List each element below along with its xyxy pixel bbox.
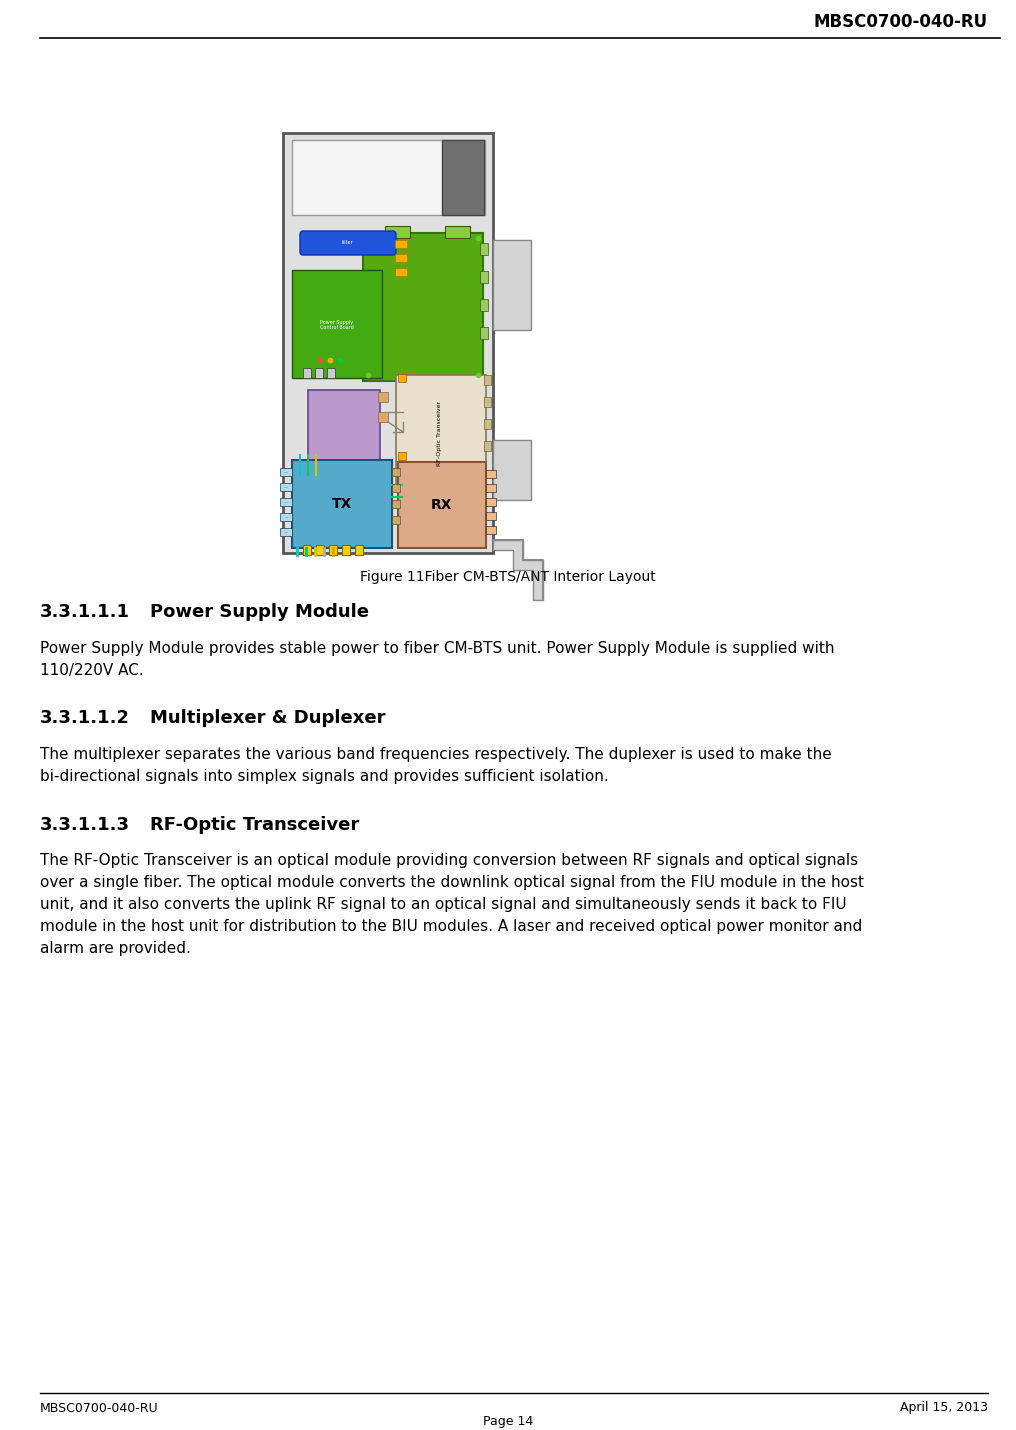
Bar [385, 226, 410, 237]
Bar [292, 270, 382, 378]
Text: bi-directional signals into simplex signals and provides sufficient isolation.: bi-directional signals into simplex sign… [40, 768, 609, 784]
Text: RX: RX [431, 498, 453, 512]
Text: 3.3.1.1.1: 3.3.1.1.1 [40, 603, 130, 621]
Bar [378, 412, 388, 422]
Bar [283, 133, 493, 553]
Text: 3.3.1.1.2: 3.3.1.1.2 [40, 709, 130, 726]
Bar [280, 513, 292, 521]
Text: RF-Optic Transceiver: RF-Optic Transceiver [438, 400, 443, 466]
Text: The RF-Optic Transceiver is an optical module providing conversion between RF si: The RF-Optic Transceiver is an optical m… [40, 854, 859, 868]
Bar [484, 398, 491, 408]
Bar [292, 140, 485, 214]
Bar [327, 368, 335, 378]
Bar [395, 240, 407, 247]
Bar [316, 545, 324, 555]
Text: RF-Optic Transceiver: RF-Optic Transceiver [150, 817, 360, 834]
Bar [486, 498, 496, 506]
Bar [398, 452, 406, 460]
Text: over a single fiber. The optical module converts the downlink optical signal fro: over a single fiber. The optical module … [40, 875, 864, 891]
Polygon shape [493, 541, 543, 601]
Bar [392, 468, 400, 476]
Text: module in the host unit for distribution to the BIU modules. A laser and receive: module in the host unit for distribution… [40, 919, 863, 934]
Text: TX: TX [332, 498, 353, 511]
Bar [392, 516, 400, 523]
Text: —: — [283, 470, 289, 473]
Bar [486, 512, 496, 521]
Bar [398, 375, 406, 382]
Text: —: — [283, 515, 289, 519]
Bar [484, 440, 491, 450]
Bar [292, 460, 392, 548]
Text: Power Supply
Control Board: Power Supply Control Board [320, 319, 354, 330]
Bar [280, 483, 292, 490]
Bar [395, 255, 407, 262]
Text: MBSC0700-040-RU: MBSC0700-040-RU [40, 1401, 158, 1414]
Bar [396, 375, 486, 490]
Text: unit, and it also converts the uplink RF signal to an optical signal and simulta: unit, and it also converts the uplink RF… [40, 898, 846, 912]
Text: 110/220V AC.: 110/220V AC. [40, 662, 143, 678]
Bar [303, 368, 311, 378]
Text: Page 14: Page 14 [483, 1414, 533, 1427]
Bar [280, 498, 292, 506]
Text: alarm are provided.: alarm are provided. [40, 941, 191, 957]
Text: filter: filter [342, 240, 354, 246]
Bar [355, 545, 363, 555]
Bar [445, 226, 470, 237]
Text: April 15, 2013: April 15, 2013 [900, 1401, 988, 1414]
Bar [378, 392, 388, 402]
Bar [484, 419, 491, 429]
Bar [493, 440, 531, 500]
Text: Power Supply Module provides stable power to fiber CM-BTS unit. Power Supply Mod: Power Supply Module provides stable powe… [40, 641, 834, 655]
Bar [280, 528, 292, 536]
Bar [484, 375, 491, 385]
Bar [308, 390, 380, 468]
Bar [486, 470, 496, 478]
Bar [392, 483, 400, 492]
Bar [486, 483, 496, 492]
Bar [480, 327, 488, 339]
Bar [342, 545, 350, 555]
Bar [480, 272, 488, 283]
Bar [395, 267, 407, 276]
Bar [315, 368, 323, 378]
Text: Power Supply Module: Power Supply Module [150, 603, 369, 621]
FancyBboxPatch shape [300, 232, 396, 255]
Text: —: — [283, 485, 289, 489]
Text: 3.3.1.1.3: 3.3.1.1.3 [40, 817, 130, 834]
Text: —: — [283, 500, 289, 503]
Text: —: — [283, 531, 289, 533]
Bar [493, 240, 531, 330]
Bar [280, 468, 292, 476]
Bar [363, 233, 483, 380]
Bar [442, 140, 484, 214]
Bar [486, 526, 496, 533]
Text: Multiplexer & Duplexer: Multiplexer & Duplexer [150, 709, 385, 726]
Bar [329, 545, 337, 555]
Text: MBSC0700-040-RU: MBSC0700-040-RU [814, 13, 988, 31]
Bar [392, 500, 400, 508]
Bar [398, 462, 486, 548]
Text: Figure 11Fiber CM-BTS/ANT Interior Layout: Figure 11Fiber CM-BTS/ANT Interior Layou… [360, 571, 656, 583]
Bar [480, 299, 488, 310]
Bar [480, 243, 488, 255]
Bar [303, 545, 311, 555]
Text: The multiplexer separates the various band frequencies respectively. The duplexe: The multiplexer separates the various ba… [40, 746, 832, 762]
